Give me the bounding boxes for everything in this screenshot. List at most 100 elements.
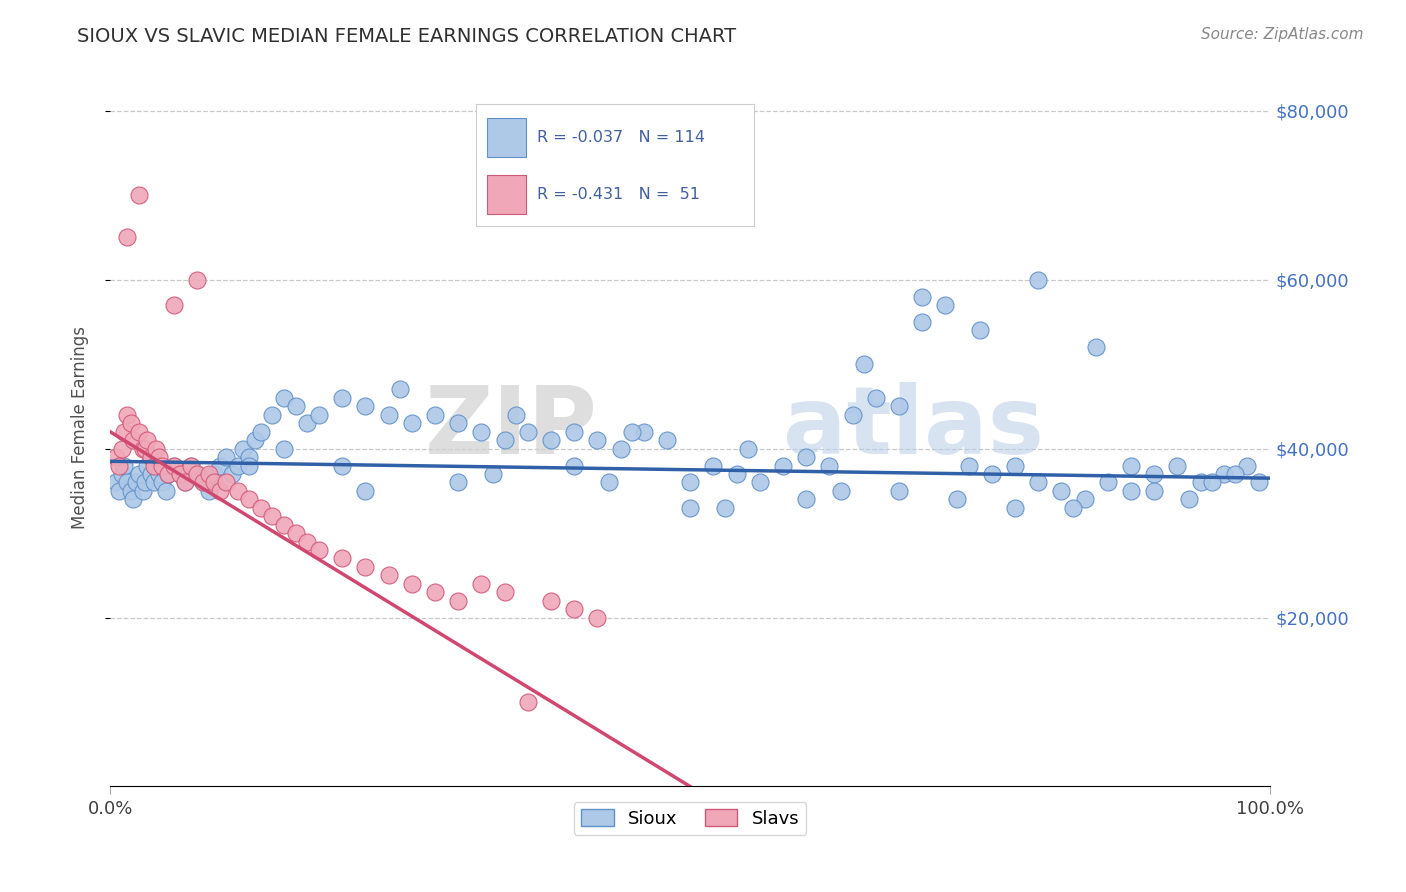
Point [250,425,273,439]
Point [215,450,238,464]
Point [655,433,678,447]
Point [122,492,145,507]
Point [128,188,150,202]
Point [143,458,166,473]
Point [117,230,139,244]
Point [1212,467,1234,481]
Point [104,475,127,490]
Point [482,467,505,481]
Point [1050,483,1073,498]
Point [586,610,609,624]
Point [297,417,319,431]
Point [150,475,173,490]
Point [273,517,295,532]
Point [297,534,319,549]
Legend: Sioux, Slavs: Sioux, Slavs [574,802,807,835]
Point [163,458,186,473]
Point [148,450,170,464]
Point [180,458,202,473]
Point [540,433,562,447]
Point [136,433,159,447]
Point [111,467,134,481]
Point [226,458,249,473]
Point [1085,340,1108,354]
Point [794,450,817,464]
Point [1119,458,1142,473]
Point [145,442,167,456]
Point [197,483,219,498]
Point [494,585,516,599]
Point [354,560,377,574]
Point [204,475,226,490]
Point [737,442,759,456]
Point [155,483,177,498]
Point [447,417,470,431]
Point [934,298,956,312]
Point [562,425,585,439]
Point [516,425,538,439]
Point [273,442,295,456]
Point [516,695,538,709]
Point [679,475,702,490]
Point [1062,500,1084,515]
Point [169,467,191,481]
Text: atlas: atlas [783,382,1043,474]
Point [1026,273,1049,287]
Point [679,500,702,515]
Point [969,323,991,337]
Point [221,467,243,481]
Point [423,408,446,422]
Point [447,593,470,607]
Point [238,492,260,507]
Point [423,585,446,599]
Point [174,475,197,490]
Text: ZIP: ZIP [425,382,598,474]
Point [134,475,156,490]
Point [911,315,934,329]
Point [169,467,191,481]
Point [226,483,249,498]
Point [980,467,1002,481]
Point [609,442,631,456]
Point [128,425,150,439]
Point [1189,475,1212,490]
Point [702,458,724,473]
Point [633,425,655,439]
Point [621,425,644,439]
Point [401,417,423,431]
Point [1073,492,1095,507]
Point [470,576,492,591]
Point [273,391,295,405]
Point [136,458,159,473]
Point [157,467,180,481]
Point [389,383,412,397]
Point [401,576,423,591]
Point [186,467,208,481]
Point [308,408,330,422]
Point [887,483,910,498]
Point [818,458,841,473]
Point [1097,475,1119,490]
Point [117,408,139,422]
Point [139,467,162,481]
Point [911,289,934,303]
Point [209,458,232,473]
Point [1026,475,1049,490]
Point [134,442,156,456]
Point [191,475,214,490]
Point [330,458,353,473]
Point [209,483,232,498]
Point [772,458,794,473]
Point [887,400,910,414]
Point [204,467,226,481]
Point [145,458,167,473]
Point [1004,500,1026,515]
Point [122,433,145,447]
Point [377,568,399,582]
Point [250,500,273,515]
Text: Source: ZipAtlas.com: Source: ZipAtlas.com [1201,27,1364,42]
Point [865,391,887,405]
Point [562,602,585,616]
Point [377,408,399,422]
Y-axis label: Median Female Earnings: Median Female Earnings [72,326,89,529]
